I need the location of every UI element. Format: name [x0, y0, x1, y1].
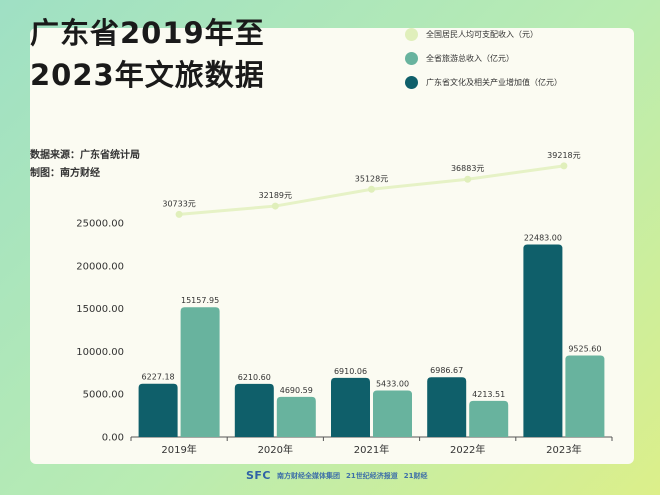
- bar-culture: [427, 377, 467, 437]
- made-by: 制图：南方财经: [30, 168, 100, 179]
- data-label: 4690.59: [280, 386, 313, 395]
- title-line-1: 广东省2019年至: [30, 16, 265, 50]
- footer-brand-1: 南方财经全媒体集团: [277, 471, 341, 480]
- data-label: 6910.06: [334, 367, 367, 376]
- data-label: 22483.00: [524, 234, 562, 243]
- bar-tourism: [180, 307, 220, 437]
- legend-label-income: 全国居民人均可支配收入（元）: [426, 29, 538, 39]
- income-point: [464, 175, 472, 183]
- bar-tourism: [276, 396, 316, 437]
- income-point: [271, 202, 279, 210]
- footer: SFC 南方财经全媒体集团 21世纪经济报道 21财经: [246, 469, 428, 482]
- bar-tourism: [565, 355, 605, 437]
- data-label: 4213.51: [472, 390, 505, 399]
- y-tick-label: 5000.00: [83, 390, 124, 401]
- data-label: 9525.60: [568, 344, 601, 353]
- legend-swatch-tourism: [405, 51, 418, 65]
- data-label: 15157.95: [181, 296, 219, 305]
- legend-item-income: 全国居民人均可支配收入（元）: [405, 22, 605, 46]
- bar-culture: [234, 383, 274, 437]
- bar-tourism: [373, 390, 412, 437]
- legend-item-tourism: 全省旅游总收入（亿元）: [405, 46, 605, 70]
- bar-tourism: [469, 400, 509, 437]
- legend-swatch-income: [405, 27, 418, 41]
- data-label: 5433.00: [376, 379, 409, 388]
- legend: 全国居民人均可支配收入（元） 全省旅游总收入（亿元） 广东省文化及相关产业增加值…: [405, 22, 605, 94]
- chart-title: 广东省2019年至 2023年文旅数据: [30, 12, 320, 96]
- bar-culture: [523, 244, 563, 437]
- footer-brand-3: 21财经: [403, 471, 428, 480]
- legend-swatch-culture: [405, 75, 418, 89]
- bar-culture: [138, 383, 178, 437]
- data-source: 数据来源：广东省统计局: [30, 150, 140, 161]
- data-label: 6227.18: [142, 373, 175, 382]
- income-label: 32189元: [259, 191, 292, 200]
- y-tick-label: 20000.00: [76, 261, 124, 272]
- x-tick-label: 2023年: [546, 443, 581, 456]
- y-tick-label: 15000.00: [76, 304, 124, 315]
- income-point: [175, 210, 183, 218]
- x-tick-label: 2021年: [354, 443, 389, 456]
- income-label: 39218元: [547, 151, 580, 160]
- title-line-2: 2023年文旅数据: [30, 58, 265, 92]
- legend-item-culture: 广东省文化及相关产业增加值（亿元）: [405, 70, 605, 94]
- legend-label-tourism: 全省旅游总收入（亿元）: [426, 53, 514, 63]
- income-label: 35128元: [355, 174, 388, 183]
- y-tick-label: 10000.00: [76, 347, 124, 358]
- sfc-logo: SFC: [246, 469, 272, 482]
- income-point: [560, 162, 568, 170]
- data-label: 6986.67: [430, 366, 463, 375]
- x-tick-label: 2020年: [258, 443, 293, 456]
- y-tick-label: 0.00: [102, 433, 124, 444]
- y-tick-label: 25000.00: [76, 219, 124, 230]
- income-label: 36883元: [451, 164, 484, 173]
- bar-culture: [331, 377, 370, 437]
- income-label: 30733元: [162, 199, 195, 208]
- legend-label-culture: 广东省文化及相关产业增加值（亿元）: [426, 77, 562, 87]
- footer-brand-2: 21世纪经济报道: [346, 471, 398, 480]
- data-label: 6210.60: [238, 373, 271, 382]
- x-tick-label: 2019年: [161, 443, 196, 456]
- income-point: [368, 185, 375, 193]
- x-tick-label: 2022年: [450, 443, 485, 456]
